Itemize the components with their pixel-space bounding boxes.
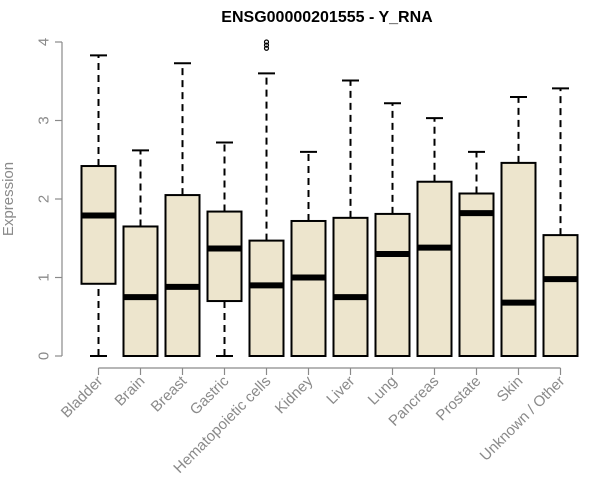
box-iqr	[374, 212, 411, 357]
x-tick-label-skin: Skin	[494, 373, 527, 406]
y-axis-label: Expression	[0, 162, 17, 236]
x-tick-label-prostate: Prostate	[433, 373, 485, 425]
box-group-bladder	[80, 54, 117, 357]
box-iqr	[80, 165, 117, 285]
box-iqr	[416, 180, 453, 357]
x-tick-label-bladder: Bladder	[58, 373, 107, 422]
box-group-lung	[374, 102, 411, 357]
box-iqr	[122, 225, 159, 357]
x-tick-label-liver: Liver	[323, 373, 358, 408]
box-iqr	[458, 192, 495, 357]
box-group-brain	[122, 149, 159, 357]
outlier-point	[263, 45, 270, 51]
box-group-unknown-other	[542, 87, 579, 357]
box-group-pancreas	[416, 117, 453, 357]
outlier-point	[263, 42, 270, 48]
chart-title: ENSG00000201555 - Y_RNA	[221, 9, 433, 26]
box-iqr	[290, 219, 327, 357]
x-tick-label-breast: Breast	[148, 372, 191, 415]
outlier-point	[263, 39, 270, 45]
box-group-gastric	[206, 141, 243, 357]
x-tick-label-kidney: Kidney	[272, 372, 317, 417]
box-group-liver	[332, 79, 369, 357]
y-tick-label: 1	[35, 273, 52, 281]
y-tick-label: 2	[35, 195, 52, 203]
box-group-kidney	[290, 150, 327, 357]
box-group-skin	[500, 95, 537, 357]
box-iqr	[542, 234, 579, 357]
y-axis: 0 1 2 3 4	[35, 38, 63, 360]
box-iqr	[206, 210, 243, 303]
box-iqr	[500, 161, 537, 357]
box-group-prostate	[458, 150, 495, 357]
box-group-hematopoietic-cells	[248, 39, 285, 357]
y-tick-label: 3	[35, 116, 52, 124]
x-tick-label-brain: Brain	[112, 373, 149, 410]
boxes-layer	[80, 39, 579, 357]
x-tick-label-lung: Lung	[365, 373, 401, 409]
box-iqr	[164, 194, 201, 357]
y-tick-label: 0	[35, 352, 52, 360]
y-tick-label: 4	[35, 38, 52, 46]
box-iqr	[332, 216, 369, 357]
box-iqr	[248, 239, 285, 357]
box-group-breast	[164, 62, 201, 357]
